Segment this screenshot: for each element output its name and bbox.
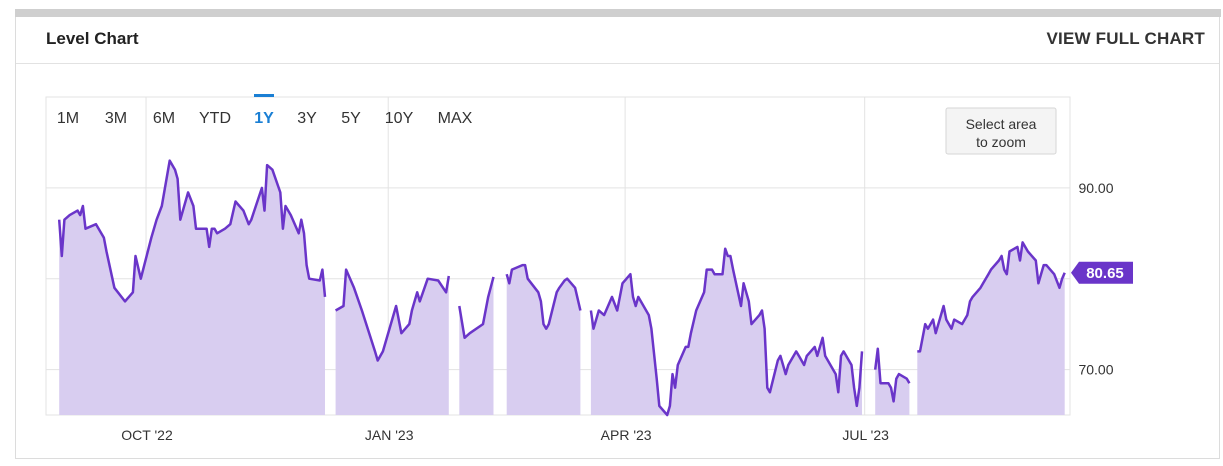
zoom-hint-line-1: Select area <box>966 116 1037 132</box>
range-button-max[interactable]: MAX <box>438 110 473 127</box>
area-segment-5 <box>590 248 862 415</box>
card-top-accent-bar <box>15 9 1221 17</box>
range-button-1m[interactable]: 1M <box>57 110 79 127</box>
last-value-flag <box>1071 261 1133 284</box>
line-segment-1 <box>57 159 327 303</box>
range-selector: 1M 3M 6M YTD 1Y 3Y 5Y 10Y MAX <box>57 94 473 127</box>
area-segment-6 <box>875 348 910 415</box>
range-button-5y[interactable]: 5Y <box>341 110 361 127</box>
x-tick-label: JUL '23 <box>842 427 889 443</box>
last-value-marker: 80.65 <box>1071 261 1133 284</box>
line-segment-3 <box>458 276 495 340</box>
y-tick-label: 70.00 <box>1078 362 1113 378</box>
card-title: Level Chart <box>46 29 139 48</box>
y-axis: 70.00 90.00 <box>1078 180 1113 378</box>
area-segment-3 <box>459 276 494 415</box>
x-tick-label: JAN '23 <box>365 427 414 443</box>
range-button-ytd[interactable]: YTD <box>199 110 231 127</box>
chart-area-fills <box>59 160 1065 415</box>
range-button-1y[interactable]: 1Y <box>254 110 274 127</box>
x-axis: OCT '22 JAN '23 APR '23 JUL '23 <box>121 427 889 443</box>
x-tick-label: APR '23 <box>601 427 652 443</box>
range-button-10y[interactable]: 10Y <box>385 110 414 127</box>
range-button-3m[interactable]: 3M <box>105 110 127 127</box>
area-segment-7 <box>917 242 1065 415</box>
select-area-to-zoom-hint: Select area to zoom <box>945 107 1057 155</box>
x-tick-label: OCT '22 <box>121 427 173 443</box>
y-tick-label: 90.00 <box>1078 180 1113 196</box>
line-segment-2 <box>334 268 451 362</box>
line-segment-4 <box>505 263 582 330</box>
range-button-6m[interactable]: 6M <box>153 110 175 127</box>
line-segment-6 <box>873 347 911 403</box>
card-header: Level Chart VIEW FULL CHART <box>16 17 1219 64</box>
zoom-hint-line-2: to zoom <box>976 134 1026 150</box>
area-segment-4 <box>506 265 581 415</box>
range-active-indicator <box>254 94 274 97</box>
area-segment-1 <box>59 160 325 415</box>
area-segment-2 <box>335 269 449 415</box>
view-full-chart-link[interactable]: VIEW FULL CHART <box>1046 29 1205 48</box>
last-value-label: 80.65 <box>1086 265 1124 282</box>
line-segment-5 <box>589 247 864 417</box>
range-button-3y[interactable]: 3Y <box>297 110 317 127</box>
line-segment-7 <box>917 241 1066 353</box>
chart-series-lines <box>57 159 1066 417</box>
